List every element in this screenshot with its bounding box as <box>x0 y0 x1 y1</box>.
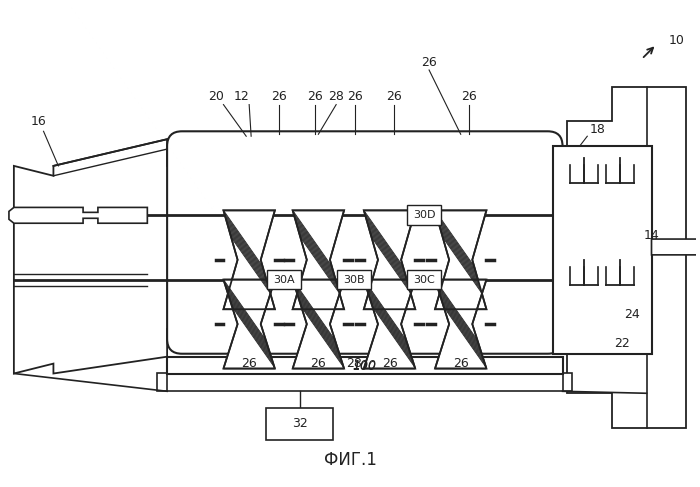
Text: 26: 26 <box>271 90 287 103</box>
Polygon shape <box>364 210 415 309</box>
Text: 16: 16 <box>31 115 46 128</box>
Text: 30D: 30D <box>413 210 435 220</box>
Text: 100: 100 <box>353 360 377 373</box>
Text: 26: 26 <box>311 357 326 370</box>
Polygon shape <box>435 280 486 369</box>
Text: 26: 26 <box>461 90 477 103</box>
Polygon shape <box>223 280 275 369</box>
Bar <box>167 356 563 375</box>
Text: 100: 100 <box>353 359 377 372</box>
Polygon shape <box>9 207 147 223</box>
Polygon shape <box>435 210 486 309</box>
Text: 22: 22 <box>614 337 630 350</box>
Polygon shape <box>568 87 686 428</box>
Text: ФИГ.1: ФИГ.1 <box>323 450 377 468</box>
Bar <box>266 408 333 440</box>
Text: 28: 28 <box>346 357 362 370</box>
Polygon shape <box>14 139 232 374</box>
Text: 26: 26 <box>241 357 257 370</box>
Text: 28: 28 <box>328 90 344 103</box>
Text: 26: 26 <box>382 357 398 370</box>
Text: 26: 26 <box>453 357 468 370</box>
Polygon shape <box>364 280 415 369</box>
Polygon shape <box>652 239 700 255</box>
Bar <box>158 374 573 391</box>
Text: 26: 26 <box>386 90 402 103</box>
Text: 10: 10 <box>668 34 684 47</box>
Polygon shape <box>293 210 344 309</box>
Text: 26: 26 <box>307 90 323 103</box>
Text: 30C: 30C <box>413 275 435 284</box>
Bar <box>407 206 441 225</box>
Text: 18: 18 <box>589 123 605 136</box>
Bar <box>553 146 652 354</box>
Polygon shape <box>223 210 275 309</box>
Text: 20: 20 <box>209 90 225 103</box>
Bar <box>337 270 371 289</box>
Text: 26: 26 <box>347 90 363 103</box>
FancyBboxPatch shape <box>167 131 563 354</box>
Polygon shape <box>293 280 344 369</box>
Bar <box>407 270 441 289</box>
Text: 30B: 30B <box>343 275 365 284</box>
Text: 24: 24 <box>624 308 640 320</box>
Text: 26: 26 <box>421 56 437 69</box>
Bar <box>267 270 300 289</box>
Text: 14: 14 <box>643 228 659 242</box>
Text: 30A: 30A <box>273 275 295 284</box>
Text: 12: 12 <box>233 90 249 103</box>
Text: 32: 32 <box>292 417 307 431</box>
